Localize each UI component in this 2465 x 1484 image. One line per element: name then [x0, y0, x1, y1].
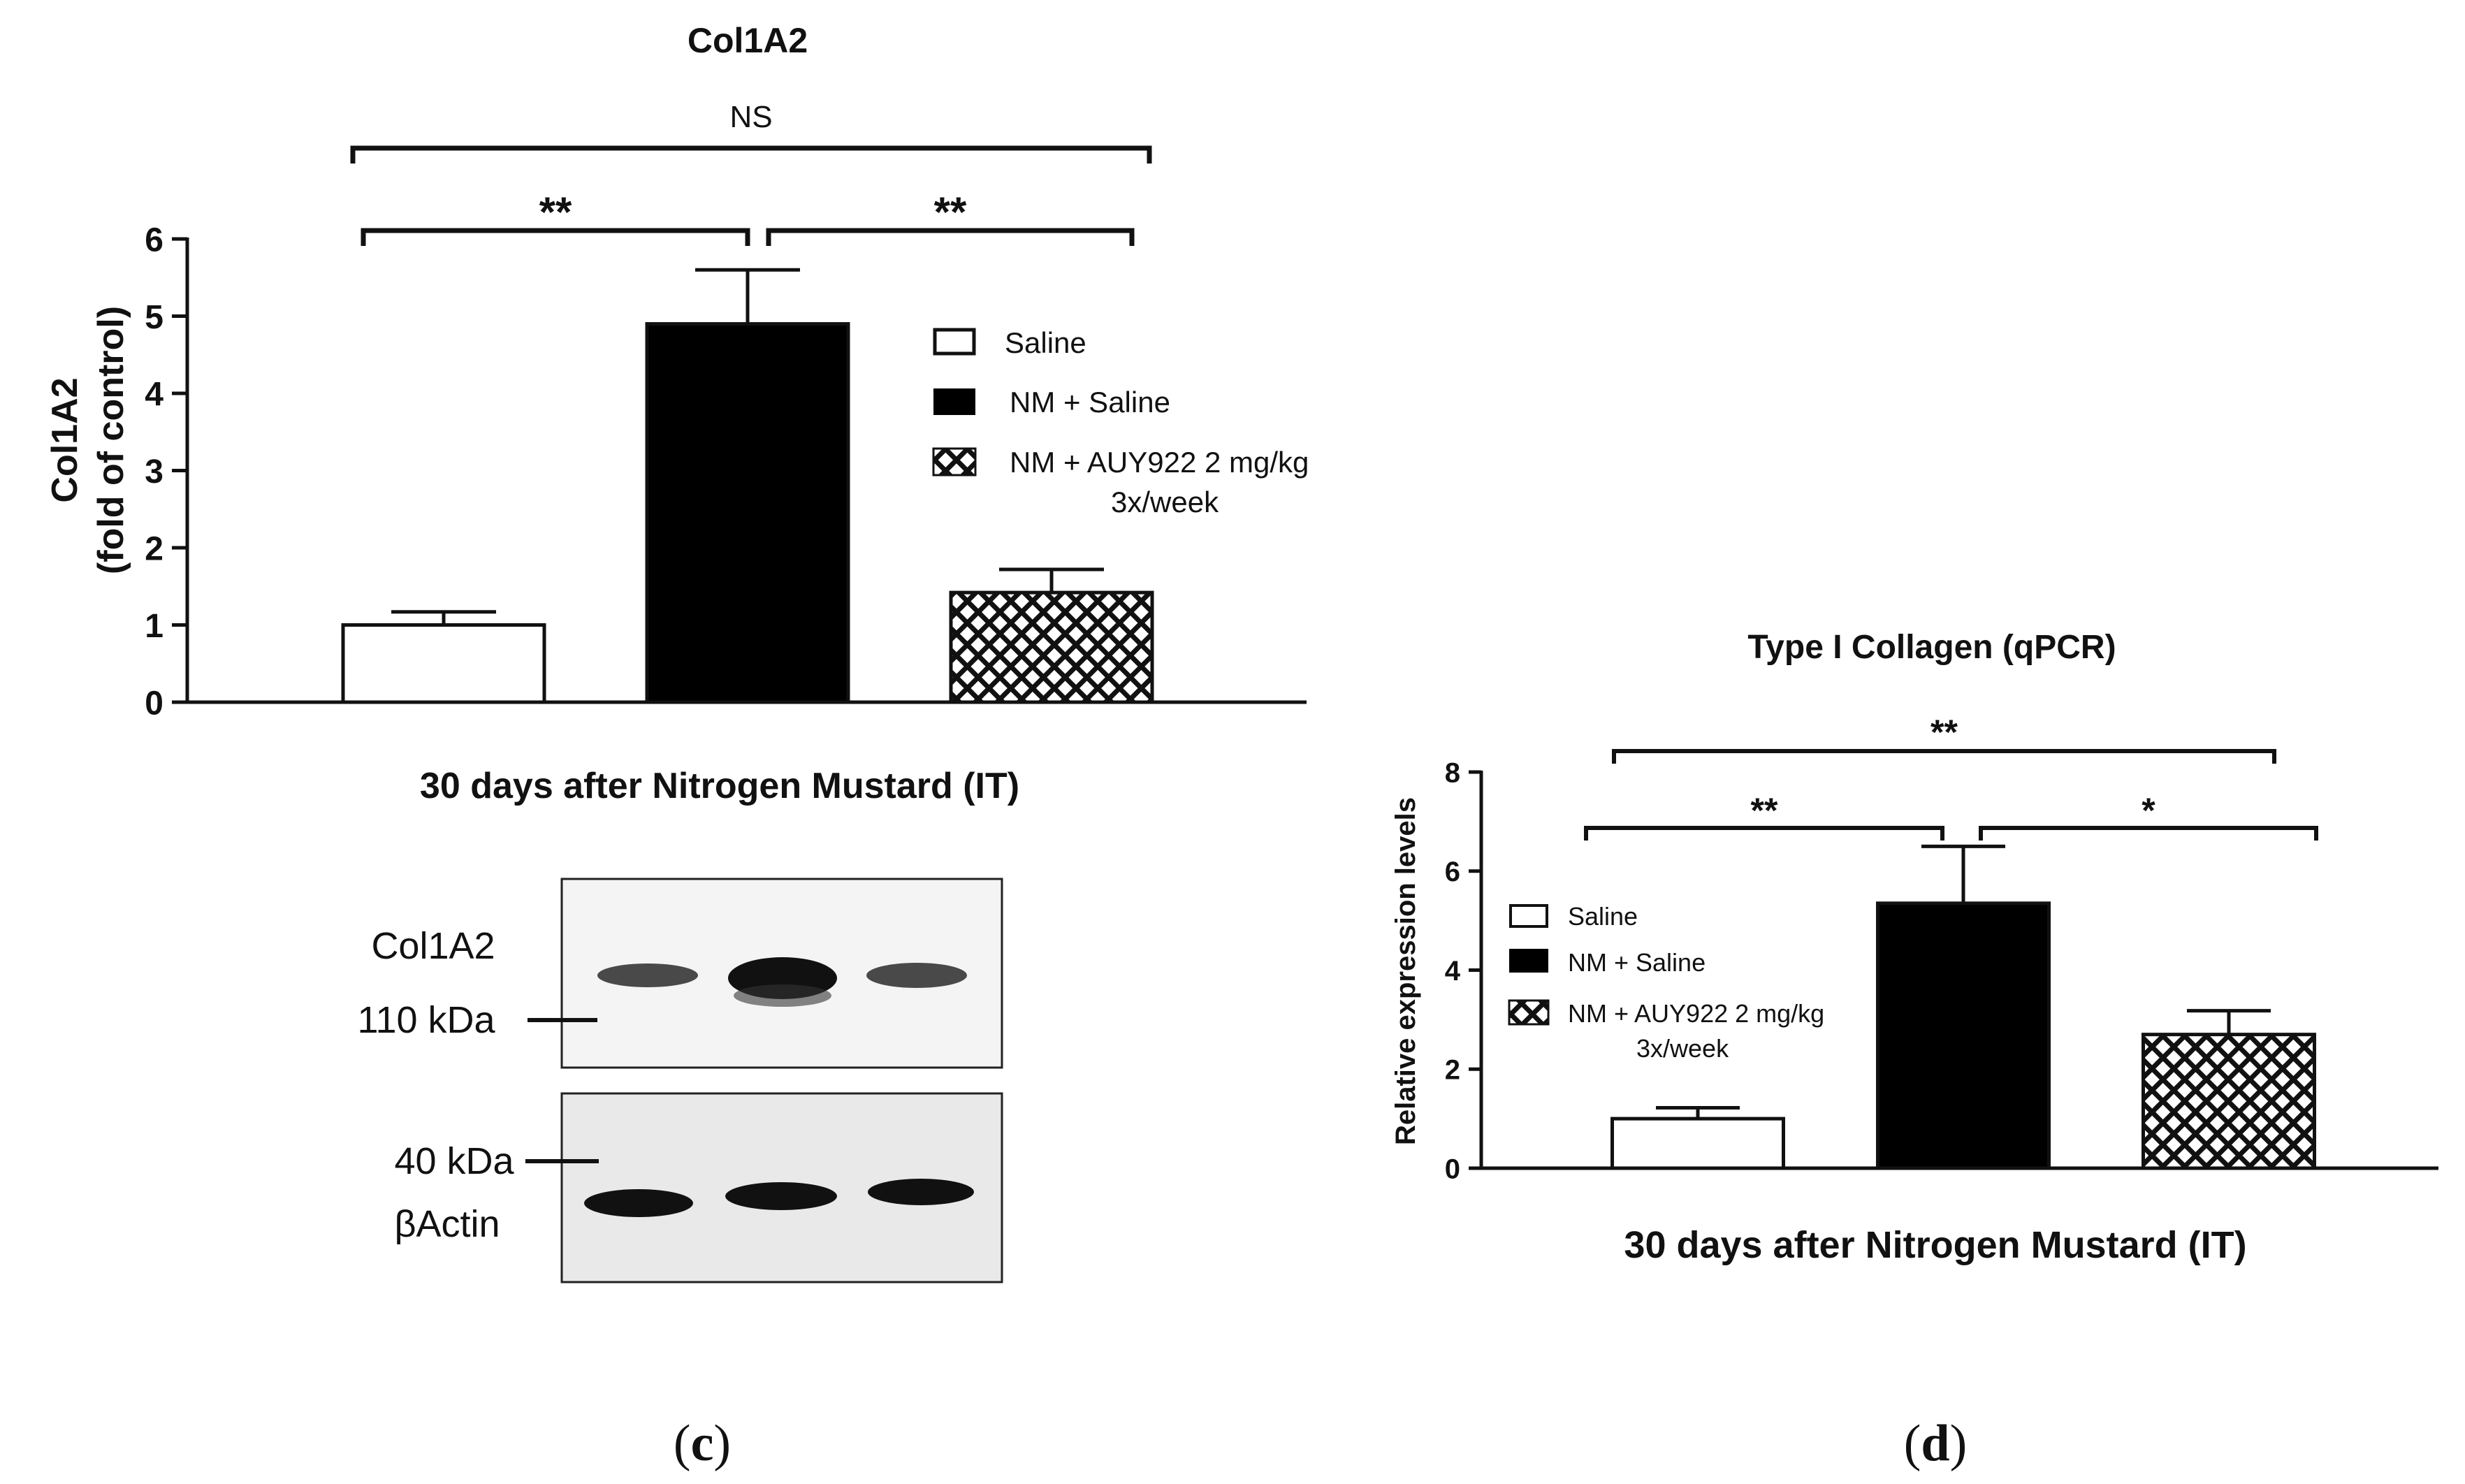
legend-d-label-nm-saline: NM + Saline: [1568, 948, 1706, 977]
chart-c-title: Col1A2: [688, 21, 808, 60]
chart-d-ytick-label: 4: [1445, 956, 1461, 987]
chart-d-sig-bracket: [1612, 749, 2276, 764]
legend-label-nm-saline: NM + Saline: [1010, 386, 1170, 419]
svg-text:(d): (d): [1904, 1415, 1967, 1472]
legend-label-saline: Saline: [1005, 326, 1086, 359]
legend-d-label-nm-auy: NM + AUY922 2 mg/kg: [1568, 999, 1824, 1028]
chart-c-bars: [341, 268, 1154, 704]
legend-label-nm-auy-sub: 3x/week: [1111, 486, 1219, 518]
chart-d-sig-bracket: [1584, 826, 1944, 841]
chart-c-sig-label: **: [934, 189, 967, 235]
col1a2-band-3: [866, 963, 967, 988]
chart-c-ytick-label: 6: [145, 221, 163, 259]
type1-collagen-bar-chart: Type I Collagen (qPCR) Relative expressi…: [1390, 629, 2438, 1266]
chart-c-sig-bracket: [361, 228, 750, 246]
chart-c-sig-label: **: [539, 189, 572, 235]
legend-d-label-saline: Saline: [1568, 902, 1638, 931]
chart-d-ytick-label: 2: [1445, 1055, 1460, 1086]
chart-d-ylabel: Relative expression levels: [1390, 797, 1421, 1145]
chart-c-sig-label: NS: [729, 100, 772, 134]
panel-d-letter-text: d: [1921, 1415, 1949, 1472]
chart-d-sig-bracket: [1979, 826, 2318, 841]
blot-marker-40kda: 40 kDa: [394, 1140, 514, 1182]
chart-c-ytick-label: 5: [145, 299, 163, 336]
chart-c-bar-3: [949, 590, 1154, 704]
panel-letter-d: (d): [1904, 1415, 1967, 1472]
chart-d-ytick-label: 8: [1445, 757, 1460, 788]
chart-c-bar-2: [645, 322, 850, 704]
chart-c-ytick-label: 2: [145, 530, 163, 567]
legend-swatch-nm-auy: [932, 447, 977, 477]
chart-c-ylabel: Col1A2: [45, 377, 85, 502]
panel-letter-c: (c): [674, 1415, 731, 1472]
legend-d-label-nm-auy-sub: 3x/week: [1636, 1034, 1729, 1063]
chart-c-significance: ** ** NS: [350, 100, 1152, 246]
chart-d-sig-label: **: [1930, 713, 1958, 752]
chart-d-ytick-label: 6: [1445, 857, 1460, 887]
chart-c-bar-1: [341, 623, 546, 704]
legend-d-swatch-nm-saline: [1509, 949, 1548, 973]
col1a2-bar-chart: Col1A2 Col1A2 (fold of control) 0123456 …: [45, 21, 1309, 806]
chart-d-bar-1: [1610, 1116, 1785, 1170]
chart-c-ytick-label: 4: [145, 376, 163, 413]
col1a2-band-1: [597, 963, 698, 987]
legend-swatch-nm-saline: [933, 388, 975, 415]
blot-label-bactin: βActin: [394, 1203, 500, 1245]
actin-band-2: [725, 1182, 837, 1210]
legend-d-swatch-nm-auy: [1508, 999, 1550, 1026]
chart-d-bar-2: [1876, 901, 2051, 1170]
chart-d-legend: Saline NM + Saline NM + AUY922 2 mg/kg 3…: [1508, 902, 1824, 1063]
chart-d-ytick-label: 0: [1445, 1154, 1460, 1184]
chart-c-ytick-label: 3: [145, 453, 163, 490]
col1a2-band-2-smear: [734, 984, 831, 1007]
chart-d-bar-3: [2142, 1033, 2316, 1170]
chart-c-ytick-label: 1: [145, 608, 163, 645]
chart-d-sig-label: **: [1751, 791, 1778, 830]
legend-label-nm-auy: NM + AUY922 2 mg/kg: [1010, 446, 1309, 479]
chart-d-sig-label: *: [2142, 791, 2155, 830]
actin-band-1: [584, 1189, 693, 1217]
chart-d-bars: [1610, 844, 2316, 1170]
svg-text:(c): (c): [674, 1415, 731, 1472]
chart-d-xlabel: 30 days after Nitrogen Mustard (IT): [1624, 1224, 2246, 1266]
chart-c-legend: Saline NM + Saline NM + AUY922 2 mg/kg 3…: [932, 326, 1309, 518]
blot-marker-110kda: 110 kDa: [357, 999, 495, 1041]
legend-swatch-saline: [933, 328, 976, 356]
actin-band-3: [868, 1179, 974, 1205]
legend-d-swatch-saline: [1509, 904, 1548, 928]
chart-d-significance: ** ***: [1584, 713, 2318, 841]
chart-c-xlabel: 30 days after Nitrogen Mustard (IT): [420, 766, 1019, 806]
chart-c-ylabel-sub: (fold of control): [91, 306, 131, 574]
panel-c-letter-text: c: [691, 1415, 714, 1472]
chart-c-sig-bracket: [350, 145, 1152, 163]
chart-c-sig-bracket: [766, 228, 1135, 246]
chart-c-ytick-label: 0: [145, 685, 163, 722]
chart-d-title: Type I Collagen (qPCR): [1747, 629, 2116, 666]
western-blot: Col1A2 110 kDa 40 kDa βActin: [357, 878, 1003, 1283]
blot-label-col1a2: Col1A2: [371, 925, 495, 967]
